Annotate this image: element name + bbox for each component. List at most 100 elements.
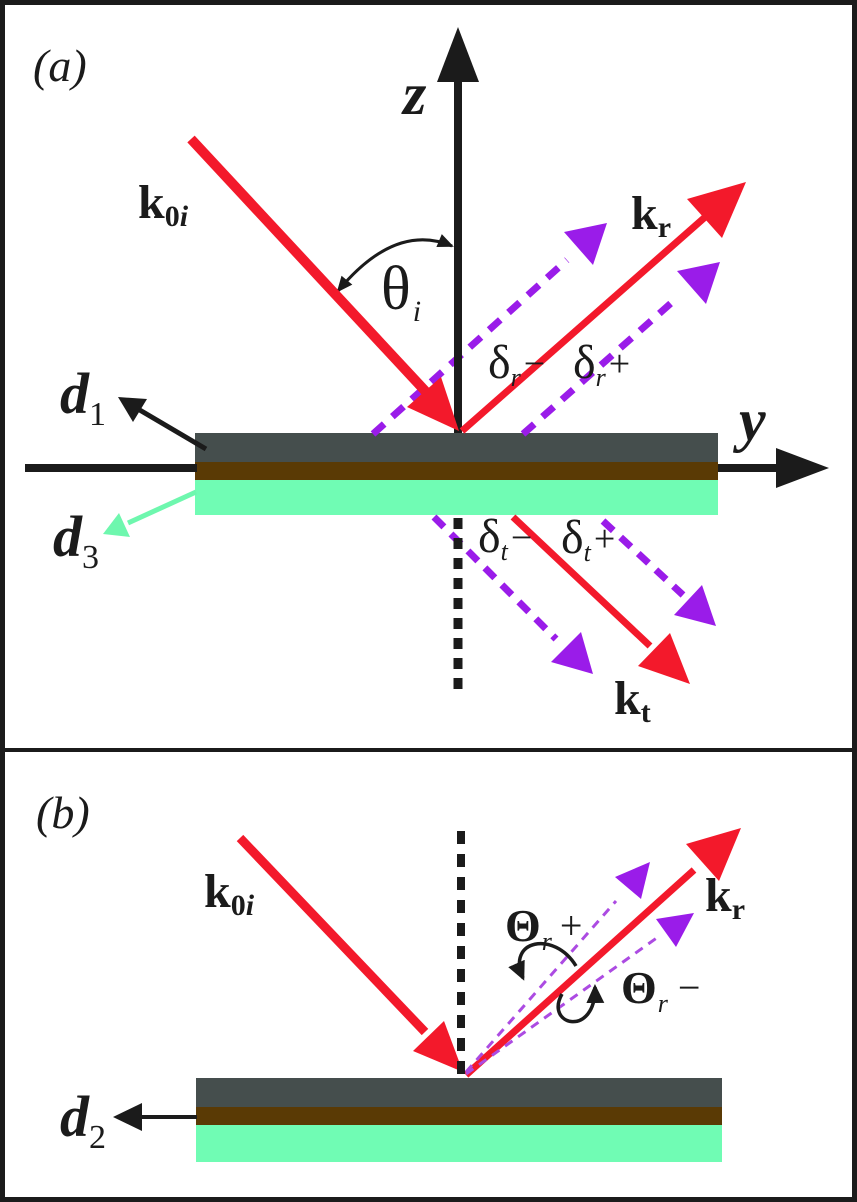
panel-b-tag: (b) (36, 790, 90, 836)
k-sub-i: i (179, 200, 189, 233)
k-sub-zero: 0 (164, 200, 180, 233)
angular-shift-plus-arrowhead (615, 862, 650, 899)
rotation-arrow-theta-plus (508, 941, 578, 981)
angular-shift-plus-beam (464, 900, 618, 1073)
k-symbol: k (631, 187, 658, 240)
y-axis-arrowhead (776, 448, 829, 488)
transmitted-shift-minus-arrowhead (551, 632, 593, 674)
minus-sign: − (677, 965, 701, 1010)
reflected-shift-minus-arrowhead (564, 223, 607, 265)
plus-sign: + (608, 343, 631, 385)
k-symbol: k (705, 869, 732, 922)
d-symbol: d (60, 1084, 89, 1149)
delta-sub-r: r (595, 363, 606, 392)
angular-shift-minus-arrowhead (656, 913, 694, 947)
delta-sub-t: t (500, 537, 508, 566)
delta-symbol: δ (478, 510, 501, 563)
plus-sign: + (559, 903, 583, 948)
k-sub-i: i (245, 889, 255, 922)
k-transmitted-label-a: kt (614, 675, 651, 728)
k-reflected-label-a: kr (631, 190, 671, 243)
transmitted-beam-a-arrowhead (638, 633, 690, 684)
k-incident-label-b: k0i (204, 868, 254, 921)
z-axis-arrowhead (437, 27, 479, 82)
reflected-shift-plus-arrowhead (677, 262, 720, 304)
reflected-shift-minus-beam (370, 257, 570, 437)
k-sub-r: r (731, 893, 746, 926)
minus-sign: − (510, 517, 533, 559)
k-reflected-label-b: kr (705, 872, 745, 925)
d1-pointer-line (136, 406, 208, 452)
y-axis-text: y (739, 387, 766, 453)
y-axis-label: y (739, 390, 766, 450)
panel-a-tag-text: (a) (33, 40, 87, 91)
k-incident-label-a: k0i (138, 179, 188, 232)
panel-divider (5, 748, 852, 752)
slab-b-bottom-layer (196, 1125, 722, 1162)
incident-beam-a (187, 135, 432, 398)
theta-r-plus-label: Θr + (505, 903, 582, 955)
slab-b-middle-layer (196, 1107, 722, 1125)
delta-symbol: δ (488, 336, 511, 389)
d-sub-2: 2 (89, 1119, 106, 1156)
panel-a (25, 27, 829, 694)
incidence-angle-arc (336, 234, 454, 293)
transmitted-shift-minus-beam (431, 514, 559, 642)
delta-t-plus-label: δt+ (561, 514, 615, 566)
k-symbol: k (614, 672, 641, 725)
d1-label: d1 (60, 365, 106, 432)
delta-sub-r: r (510, 363, 521, 392)
d2-label: d2 (60, 1088, 106, 1155)
panel-a-tag: (a) (33, 43, 87, 89)
delta-r-plus-label: δr+ (573, 339, 630, 391)
rotation-arrow-theta-minus (556, 984, 605, 1024)
z-axis-label: z (403, 64, 426, 124)
transmitted-shift-plus-arrowhead (674, 585, 716, 626)
delta-symbol: δ (561, 511, 584, 564)
panel-b (113, 828, 741, 1162)
reflected-beam-b-arrowhead (686, 828, 741, 881)
incident-beam-a-arrowhead (407, 377, 459, 431)
d3-pointer-line (126, 489, 198, 526)
delta-sub-t: t (583, 538, 591, 567)
d1-pointer-arrowhead (118, 397, 147, 422)
k-symbol: k (204, 865, 231, 918)
angular-shift-minus-beam (465, 935, 659, 1076)
k-sub-zero: 0 (230, 889, 246, 922)
plus-sign: + (593, 518, 616, 560)
theta-sub-i: i (412, 295, 422, 328)
theta-r-minus-label: Θr − (621, 965, 700, 1017)
z-axis-text: z (403, 61, 427, 127)
d-symbol: d (60, 361, 89, 426)
incident-beam-b-arrowhead (413, 1021, 463, 1072)
d-sub-3: 3 (82, 539, 99, 576)
reflected-beam-a-arrowhead (687, 182, 746, 238)
big-theta-symbol: Θ (505, 900, 541, 951)
k-sub-t: t (640, 696, 651, 729)
d2-pointer-arrowhead (113, 1103, 142, 1131)
d3-label: d3 (53, 508, 99, 575)
delta-r-minus-label: δr− (488, 339, 545, 391)
d-symbol: d (53, 504, 82, 569)
slab-a-bottom-layer (195, 480, 718, 515)
reflected-beam-a (459, 208, 715, 434)
delta-t-minus-label: δt− (478, 513, 532, 565)
k-sub-r: r (657, 211, 672, 244)
incidence-angle-label: θi (381, 258, 421, 327)
big-theta-symbol: Θ (621, 962, 657, 1013)
incident-beam-b (236, 834, 429, 1036)
minus-sign: − (523, 343, 546, 385)
reflected-beam-b (463, 867, 697, 1078)
k-symbol: k (138, 176, 165, 229)
transmitted-shift-plus-beam (600, 518, 686, 598)
reflected-shift-plus-beam (520, 294, 681, 437)
d-sub-1: 1 (89, 396, 106, 433)
theta-sub-r: r (657, 989, 668, 1018)
theta-symbol: θ (381, 255, 411, 323)
slab-a-top-layer (195, 433, 718, 462)
delta-symbol: δ (573, 336, 596, 389)
theta-sub-r: r (541, 927, 552, 956)
transmitted-beam-a (510, 514, 653, 649)
